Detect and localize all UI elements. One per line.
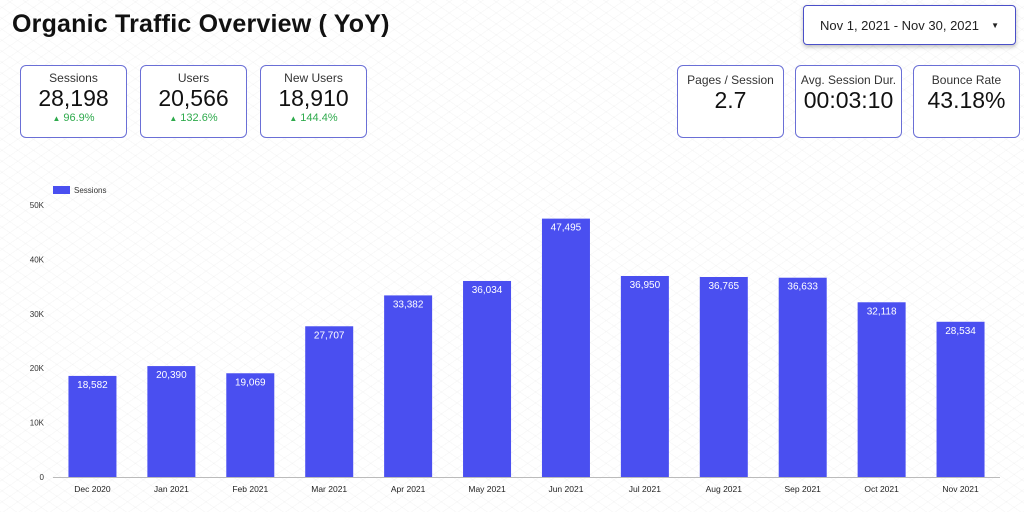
bar-value-label: 32,118: [867, 306, 897, 317]
x-tick-label: Jun 2021: [548, 484, 583, 494]
kpi-card-avg-session-duration: Avg. Session Dur. 00:03:10: [795, 65, 902, 138]
kpi-delta-value: 144.4%: [300, 112, 338, 124]
bar: [384, 295, 433, 477]
bar: [463, 280, 512, 477]
bar-value-label: 20,390: [156, 370, 187, 381]
kpi-delta: ▲ 144.4%: [261, 112, 366, 124]
kpi-label: Avg. Session Dur.: [800, 73, 897, 87]
bar: [857, 302, 906, 477]
legend-label: Sessions: [74, 186, 106, 195]
date-range-label: Nov 1, 2021 - Nov 30, 2021: [820, 17, 979, 33]
kpi-label: Bounce Rate: [931, 73, 1002, 87]
kpi-label: Pages / Session: [687, 73, 774, 87]
kpi-value: 20,566: [158, 85, 229, 111]
bar-value-label: 18,582: [77, 380, 108, 391]
bar-value-label: 36,765: [708, 281, 739, 292]
y-tick-label: 30K: [30, 310, 45, 319]
bar-value-label: 33,382: [393, 299, 424, 310]
arrow-up-icon: ▲: [52, 114, 61, 123]
bar: [68, 375, 117, 477]
kpi-value: 00:03:10: [803, 87, 894, 113]
kpi-card-new-users: New Users 18,910 ▲ 144.4%: [260, 65, 367, 138]
x-tick-label: Dec 2020: [74, 484, 111, 494]
x-tick-label: Nov 2021: [942, 484, 979, 494]
bar: [541, 218, 590, 477]
kpi-value: 2.7: [714, 87, 747, 113]
arrow-up-icon: ▲: [289, 114, 298, 123]
bar: [620, 275, 669, 477]
kpi-label: Users: [177, 71, 210, 85]
arrow-up-icon: ▲: [169, 114, 178, 123]
y-tick-label: 10K: [30, 419, 45, 428]
kpi-card-users: Users 20,566 ▲ 132.6%: [140, 65, 247, 138]
bar-value-label: 47,495: [551, 223, 582, 234]
kpi-delta-value: 96.9%: [63, 112, 95, 124]
x-tick-label: Apr 2021: [391, 484, 426, 494]
x-tick-label: Jul 2021: [629, 484, 661, 494]
caret-down-icon: ▼: [991, 20, 999, 30]
page-title: Organic Traffic Overview ( YoY): [12, 10, 390, 38]
bar-value-label: 28,534: [945, 326, 976, 337]
y-tick-label: 20K: [30, 364, 45, 373]
kpi-delta: ▲ 96.9%: [21, 112, 126, 124]
legend-swatch: [53, 186, 70, 194]
kpi-label: New Users: [284, 71, 343, 85]
sessions-bar-chart: Sessions 0 10K 20K 30K 40K 50K 18,582 Dec 2020 20…: [30, 186, 1000, 494]
bar-value-label: 36,950: [630, 280, 661, 291]
kpi-card-pages-per-session: Pages / Session 2.7: [677, 65, 784, 138]
bar: [778, 277, 827, 477]
kpi-delta-value: 132.6%: [180, 112, 218, 124]
kpi-card-bounce-rate: Bounce Rate 43.18%: [913, 65, 1020, 138]
bar-value-label: 36,633: [787, 282, 818, 293]
x-tick-label: May 2021: [468, 484, 506, 494]
bar: [226, 373, 275, 477]
kpi-value: 18,910: [278, 85, 349, 111]
date-range-dropdown[interactable]: Nov 1, 2021 - Nov 30, 2021 ▼: [803, 5, 1016, 45]
x-tick-label: Feb 2021: [232, 484, 268, 494]
bar-value-label: 19,069: [235, 377, 266, 388]
x-tick-label: Sep 2021: [785, 484, 822, 494]
kpi-value: 43.18%: [927, 87, 1006, 113]
y-tick-label: 50K: [30, 201, 45, 210]
x-tick-label: Oct 2021: [864, 484, 899, 494]
kpi-delta: ▲ 132.6%: [141, 112, 246, 124]
bar: [305, 326, 354, 477]
x-tick-label: Mar 2021: [311, 484, 347, 494]
bar: [936, 321, 985, 477]
bar: [699, 276, 748, 477]
kpi-card-sessions: Sessions 28,198 ▲ 96.9%: [20, 65, 127, 138]
y-tick-label: 0: [40, 473, 45, 482]
x-tick-label: Jan 2021: [154, 484, 189, 494]
bar: [147, 366, 196, 477]
bar-value-label: 27,707: [314, 330, 345, 341]
kpi-value: 28,198: [38, 85, 109, 111]
y-tick-label: 40K: [30, 255, 45, 264]
x-tick-label: Aug 2021: [706, 484, 743, 494]
bar-value-label: 36,034: [472, 285, 503, 296]
kpi-label: Sessions: [49, 71, 98, 85]
